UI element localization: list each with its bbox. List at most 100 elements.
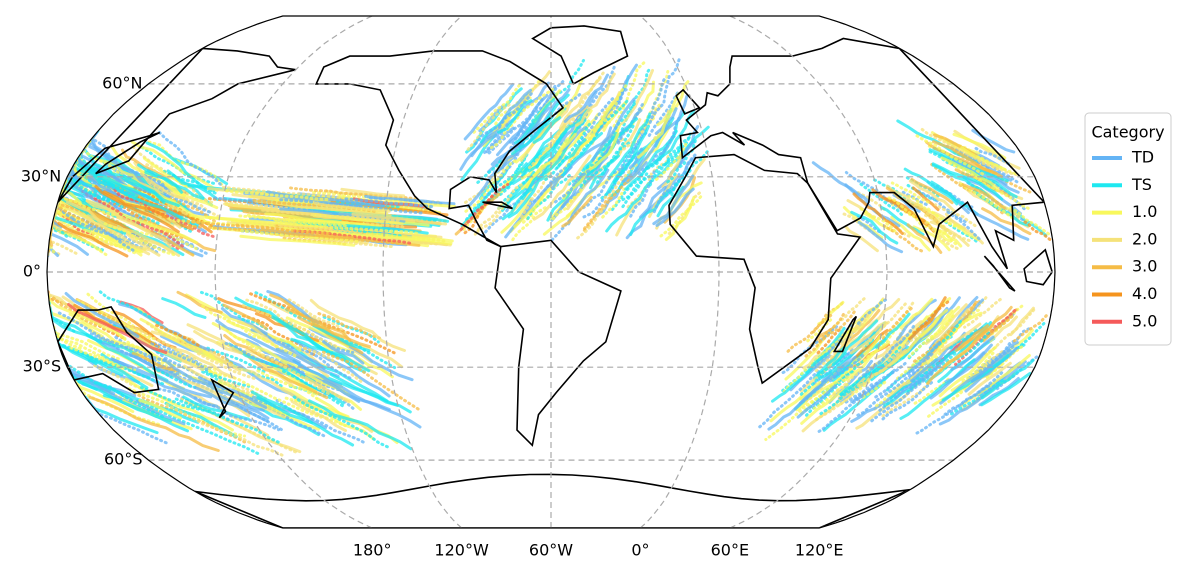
cyclone-track [182,395,250,421]
cyclone-track [961,183,1006,210]
cyclone-track [561,131,603,178]
cyclone-track [279,198,423,215]
cyclone-track [77,380,173,423]
cyclone-track [475,182,525,234]
cyclone-track [532,154,592,221]
cyclone-track [771,352,829,403]
cyclone-track [211,322,288,366]
cyclone-track [948,328,977,351]
cyclone-track [167,195,216,223]
cyclone-track [55,338,167,387]
cyclone-track [859,380,887,401]
coastline [531,25,629,86]
cyclone-track [535,130,568,169]
cyclone-track [984,314,1014,336]
cyclone-track [237,214,347,228]
cyclone-track [507,174,549,219]
lon-label: 60°E [711,541,749,560]
cyclone-track [804,375,849,418]
cyclone-track [844,225,879,253]
cyclone-track [959,181,1014,220]
cyclone-track [254,291,329,332]
cyclone-track [769,381,822,423]
cyclone-track [621,170,650,202]
cyclone-track [953,223,980,241]
cyclone-track [520,137,570,190]
cyclone-track [520,124,567,180]
cyclone-track [971,187,1020,219]
cyclone-track [910,177,954,205]
cyclone-track [554,167,593,204]
cyclone-track [655,141,688,181]
cyclone-track [1020,218,1052,241]
cyclone-track [817,313,845,344]
cyclone-track [582,132,618,170]
cyclone-track [161,297,207,319]
cyclone-track [234,296,325,351]
cyclone-track [637,92,680,159]
cyclone-track [321,350,422,412]
cyclone-track [107,207,198,244]
cyclone-track [959,351,995,384]
cyclone-track [259,331,354,381]
cyclone-track [655,187,695,227]
cyclone-track [245,298,339,349]
cyclone-track [576,206,606,240]
cyclone-track [57,311,167,363]
lon-label: 60°W [529,541,573,560]
cyclone-track [551,182,585,221]
legend-label: TS [1131,175,1152,194]
meridian [214,16,373,528]
cyclone-track [69,346,128,371]
cyclone-track [52,213,124,249]
cyclone-track [947,161,1030,210]
cyclone-track [87,176,142,205]
cyclone-track [802,310,856,361]
legend-label: 2.0 [1132,229,1157,248]
cyclone-track [260,228,355,240]
cyclone-track [857,348,908,388]
coastline [494,239,622,447]
cyclone-track [952,132,1007,160]
cyclone-track [64,362,165,419]
cyclone-track [56,332,122,361]
cyclone-track [140,172,211,214]
legend-label: 3.0 [1132,257,1157,276]
cyclone-track [487,98,544,155]
cyclone-track [224,341,270,366]
cyclone-track [648,143,683,187]
cyclone-track [644,106,672,153]
cyclone-track [942,308,980,345]
cyclone-track [290,399,347,433]
cyclone-track [938,345,998,398]
cyclone-track [960,146,1007,171]
coastlines [56,25,1054,528]
cyclone-track [967,207,1030,241]
cyclone-track [855,325,915,382]
cyclone-track [130,140,219,192]
cyclone-track [165,403,285,458]
cyclone-track [980,358,1035,400]
cyclone-track [919,309,948,338]
cyclone-track [981,207,1032,236]
cyclone-track [239,234,356,247]
coastline [983,255,1016,292]
cyclone-track [938,229,963,248]
lat-label: 30°S [23,357,62,376]
cyclone-track [463,83,515,141]
cyclone-track [269,293,352,342]
cyclone-track [131,352,180,373]
cyclone-track [914,202,956,239]
cyclone-track [757,370,821,430]
cyclone-track [521,163,551,201]
cyclone-track [275,399,368,446]
cyclone-track [612,124,650,184]
cyclone-track [519,100,572,162]
cyclone-track [852,192,904,235]
cyclone-track [94,185,180,234]
cyclone-track [561,195,593,228]
cyclone-track [151,366,201,391]
cyclone-track [459,182,510,231]
legend-title: Category [1091,123,1164,142]
coastline [832,315,858,353]
